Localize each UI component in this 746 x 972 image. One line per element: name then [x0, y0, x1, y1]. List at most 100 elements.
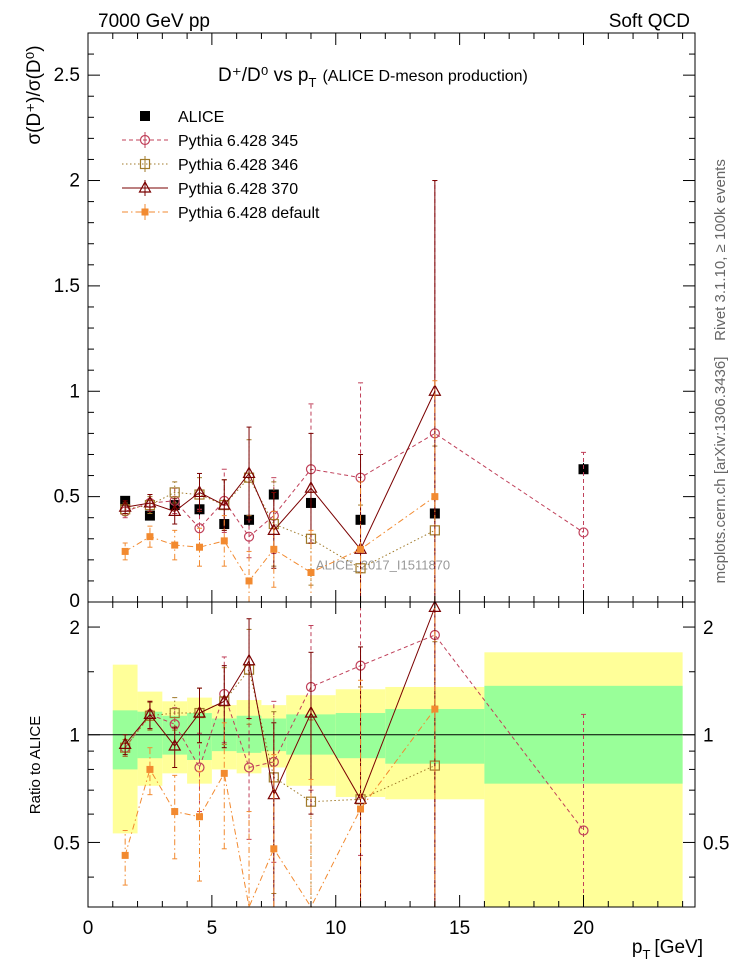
x-tick-label: 15	[449, 918, 470, 939]
legend-entry: Pythia 6.428 345	[122, 132, 298, 150]
ratio-pythia-6-428-370-point	[192, 705, 207, 718]
x-axis-label: pT [GeV]	[632, 937, 703, 962]
plot-title-main: D⁺/D⁰ vs p	[218, 65, 309, 86]
legend-label: Pythia 6.428 370	[178, 181, 298, 198]
ratio-y-axis-label: Ratio to ALICE	[27, 716, 44, 814]
top-y-tick-label: 0.5	[54, 487, 80, 508]
top-pythia-6-428-default-point	[121, 547, 129, 555]
top-pythia-6-428-370-point	[192, 485, 207, 498]
top-pythia-6-428-345-point	[578, 527, 589, 538]
ratio-y-tick-label: 2	[69, 618, 80, 639]
ratio-pythia-6-428-370-point	[304, 705, 318, 718]
legend-entry: Pythia 6.428 346	[122, 156, 298, 174]
legend-label: Pythia 6.428 default	[178, 205, 320, 222]
ratio-y-tick-label: 0.5	[54, 833, 80, 854]
ratio-pythia-6-428-370-point	[118, 737, 132, 749]
top-panel: ALICE_2017_I1511870 0.5 1 1.5 2 2.5 0 D⁺/D⁰ vs …	[24, 32, 696, 612]
top-pythia-6-428-345-point	[194, 523, 205, 534]
x-tick-label: 10	[325, 918, 346, 939]
top-y-tick-label: 1.5	[54, 276, 80, 297]
ratio-pythia-6-428-default-point	[171, 808, 179, 816]
ratio-pythia-6-428-370-point	[428, 600, 442, 612]
process-label: Soft QCD	[609, 11, 690, 32]
top-pythia-6-428-346-series	[120, 439, 440, 603]
ratio-y-tick-label-right: 1	[703, 726, 714, 747]
ratio-pythia-6-428-346-point	[169, 707, 180, 719]
top-pythia-6-428-370-point	[304, 480, 318, 493]
top-pythia-6-428-default-point	[220, 537, 228, 545]
top-y-tick-label: 1	[69, 381, 80, 402]
top-y-tick-label: 2	[69, 171, 80, 192]
top-pythia-6-428-default-point	[270, 545, 278, 553]
ratio-pythia-6-428-default-point	[431, 705, 439, 713]
top-y-axis-label: σ(D⁺)/σ(D⁰)	[24, 45, 45, 144]
legend-marker	[139, 134, 151, 146]
top-alice-point	[578, 464, 589, 475]
top-pythia-6-428-default-line	[124, 496, 436, 582]
top-alice-point	[144, 510, 155, 521]
x-tick-label: 5	[207, 918, 218, 939]
ratio-pythia-6-428-default-line	[124, 708, 436, 909]
ratio-pythia-6-428-370-point	[143, 707, 157, 719]
watermark: ALICE_2017_I1511870	[316, 557, 450, 572]
legend-entry: Pythia 6.428 370	[122, 180, 298, 198]
legend-label: Pythia 6.428 346	[178, 157, 298, 174]
x-axis-label-sub: T	[642, 947, 650, 962]
ratio-pythia-6-428-345-point	[578, 825, 589, 836]
x-axis-label-unit: [GeV]	[654, 937, 703, 958]
legend-entry: ALICE	[140, 109, 224, 126]
top-pythia-6-428-370-point	[217, 497, 231, 510]
rivet-label: Rivet 3.1.10, ≥ 100k events	[712, 159, 729, 341]
legend-marker	[140, 111, 150, 121]
legend-marker	[139, 158, 151, 170]
top-pythia-6-428-default-point	[357, 545, 365, 553]
top-pythia-6-428-default-point	[307, 568, 315, 576]
top-y-tick-label: 2.5	[54, 65, 80, 86]
top-pythia-6-428-370-point	[168, 504, 182, 516]
top-pythia-6-428-default-series	[121, 380, 439, 603]
energy-label: 7000 GeV pp	[98, 11, 210, 32]
ratio-y-tick-label: 1	[69, 726, 80, 747]
x-axis-label-main: p	[632, 937, 643, 958]
top-pythia-6-428-345-series	[120, 180, 589, 603]
legend-entry: Pythia 6.428 default	[122, 204, 320, 222]
legend-label: ALICE	[178, 109, 224, 126]
top-pythia-6-428-370-point	[118, 499, 132, 512]
plot-title-paren: (ALICE D-meson production)	[322, 68, 527, 85]
ratio-pythia-6-428-default-point	[270, 845, 278, 853]
ratio-pythia-6-428-345-point	[243, 762, 255, 773]
top-pythia-6-428-default-point	[245, 577, 253, 585]
legend-marker	[138, 180, 152, 193]
ratio-pythia-6-428-default-point	[357, 805, 365, 813]
top-pythia-6-428-346-point	[169, 487, 180, 498]
x-tick-label: 20	[573, 918, 594, 939]
ratio-pythia-6-428-346-line	[124, 668, 436, 803]
ratio-pythia-6-428-default-point	[195, 813, 203, 821]
top-pythia-6-428-370-point	[143, 495, 157, 508]
ratio-pythia-6-428-default-series	[121, 601, 439, 909]
ratio-pythia-6-428-370-line	[124, 607, 436, 801]
plot-title: D⁺/D⁰ vs pT (ALICE D-meson production)	[218, 65, 528, 90]
ratio-frame	[87, 601, 696, 908]
top-pythia-6-428-default-point	[171, 541, 179, 549]
uncertainty-bands	[112, 652, 683, 907]
ratio-pythia-6-428-default-point	[121, 851, 129, 859]
legend-marker	[141, 208, 149, 216]
ratio-pythia-6-428-370-point	[217, 694, 231, 706]
source-label: mcplots.cern.ch [arXiv:1306.3436]	[712, 357, 729, 584]
top-pythia-6-428-default-point	[146, 533, 154, 541]
legend-label: Pythia 6.428 345	[178, 133, 298, 150]
top-pythia-6-428-default-point	[431, 493, 439, 501]
ratio-pythia-6-428-default-point	[146, 765, 154, 773]
ratio-pythia-6-428-default-point	[220, 769, 228, 777]
ratio-y-tick-label-right: 2	[703, 618, 714, 639]
top-pythia-6-428-default-point	[195, 543, 203, 551]
ratio-pythia-6-428-370-point	[168, 738, 182, 751]
top-alice-series	[120, 462, 589, 530]
ratio-y-tick-label-right: 0.5	[703, 833, 729, 854]
top-pythia-6-428-370-series	[118, 180, 442, 603]
ratio-pythia-6-428-370-point	[242, 653, 256, 666]
